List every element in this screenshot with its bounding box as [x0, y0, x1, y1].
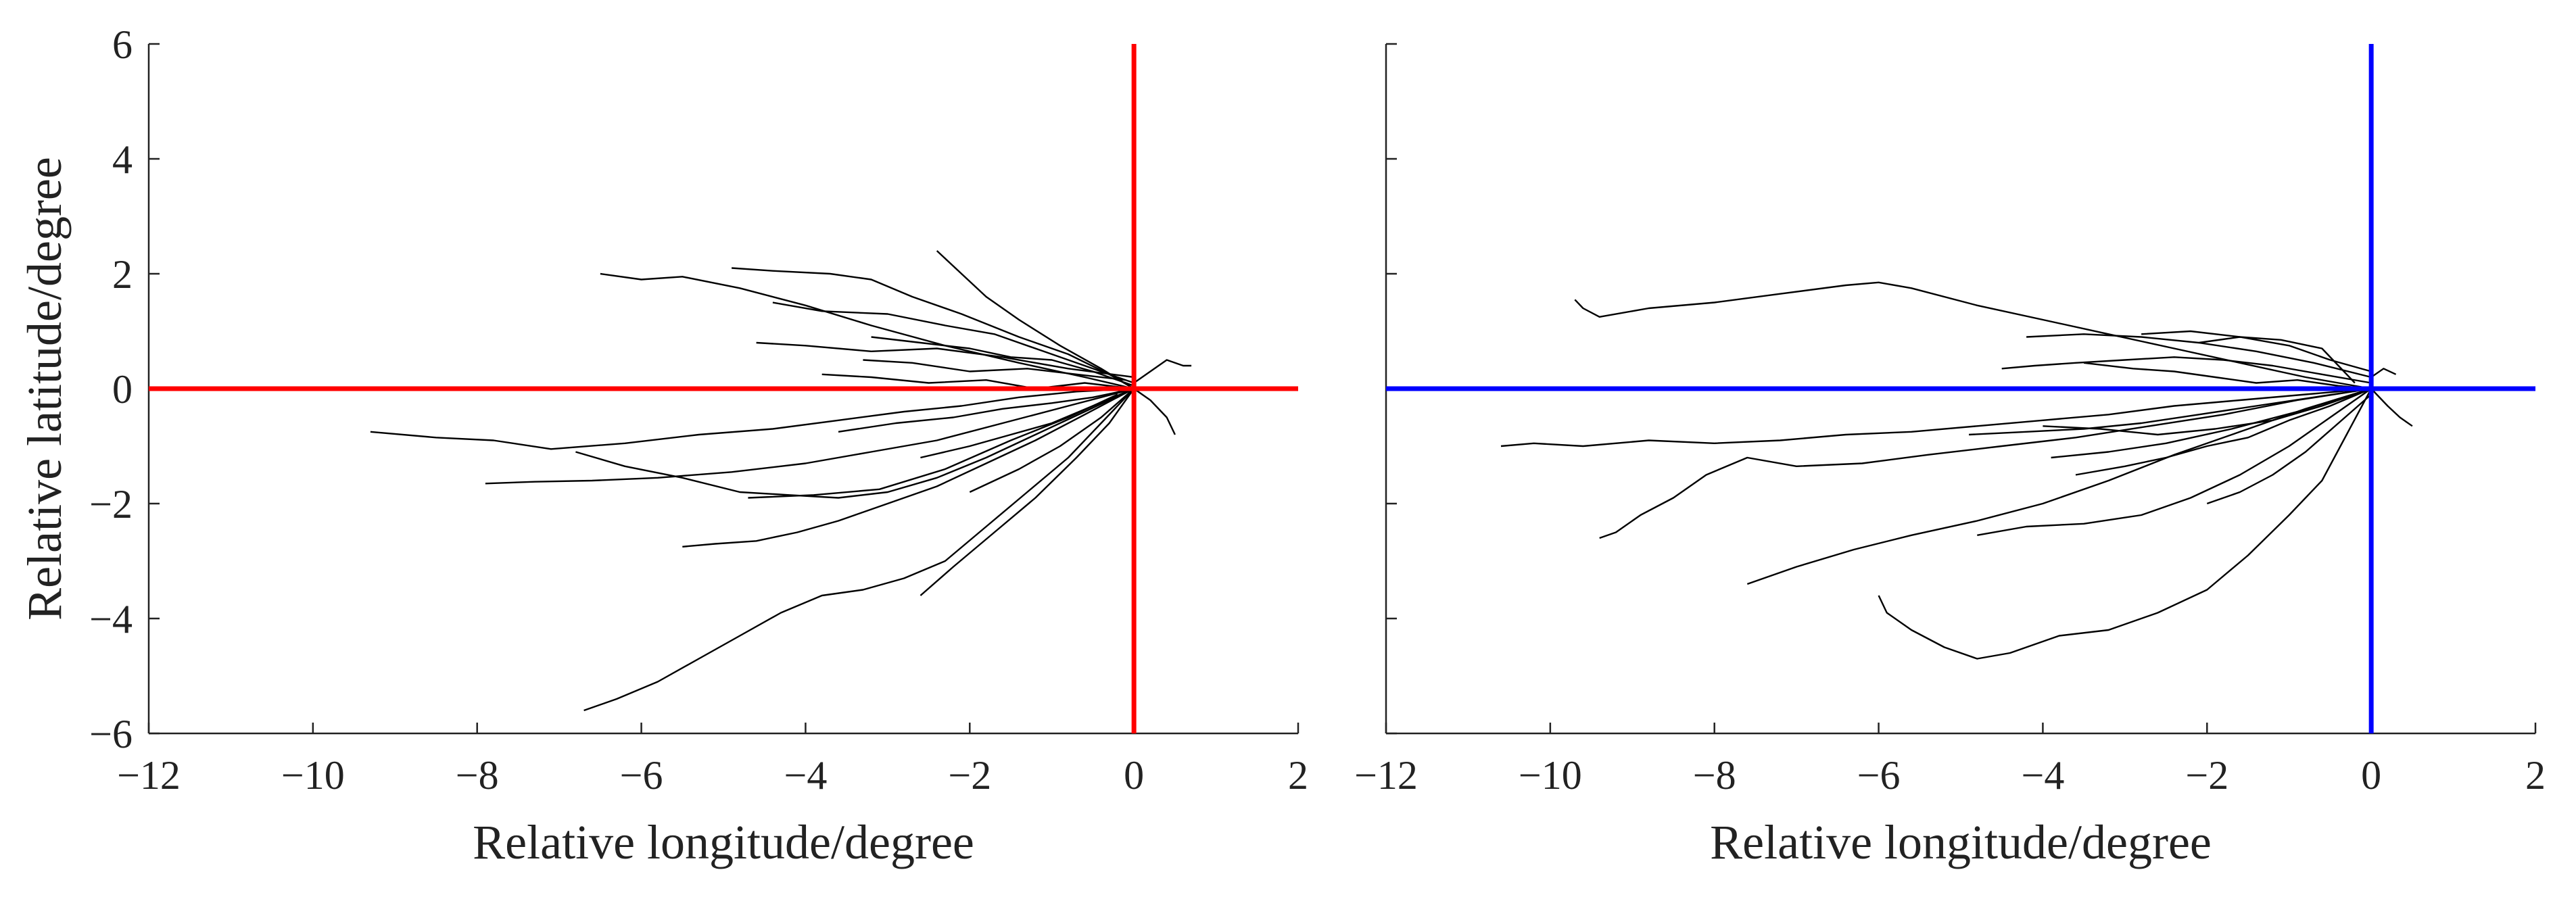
track-line-13	[2083, 362, 2372, 390]
y-axis-label: Relative latitude/degree	[18, 157, 72, 621]
track-line-12	[838, 387, 1135, 433]
track-line-15	[2051, 391, 2364, 459]
track-line-1	[1500, 387, 2372, 447]
track-line-14	[821, 373, 1135, 390]
track-line-0	[1574, 281, 2372, 390]
track-line-14	[2075, 387, 2372, 476]
track-line-16	[2198, 336, 2356, 384]
track-line-17	[1133, 388, 1176, 435]
track-line-7	[575, 387, 1135, 499]
x-tick-label: −6	[620, 753, 663, 798]
y-tick-label: −2	[89, 482, 133, 527]
right-panel: −12 −10 −8 −6 −4 −2 0 2 Relative longitude/degre…	[1354, 43, 2546, 869]
track-line-16	[1133, 359, 1192, 384]
track-line-11	[871, 336, 1135, 387]
track-line-4	[756, 341, 1135, 379]
track-line-0	[732, 267, 1135, 390]
y-tick-label: 6	[112, 22, 133, 67]
track-line-4	[1878, 388, 2372, 660]
x-tick-label: −12	[117, 753, 181, 798]
track-line-3	[772, 301, 1135, 384]
x-tick-label: −10	[281, 753, 345, 798]
x-tick-label: −12	[1354, 753, 1418, 798]
x-tick-label: 2	[1288, 753, 1308, 798]
x-axis-label: Relative longitude/degree	[1710, 815, 2212, 869]
track-line-8	[583, 388, 1135, 712]
x-tick-label: 2	[2525, 753, 2546, 798]
track-line-13	[969, 388, 1135, 493]
track-line-1	[600, 272, 1135, 390]
y-tick-label: 4	[112, 137, 133, 182]
x-tick-label: 0	[2361, 753, 2381, 798]
x-tick-label: −6	[1857, 753, 1901, 798]
track-line-5	[1977, 388, 2372, 536]
x-tick-label: 0	[1124, 753, 1144, 798]
track-line-2	[1599, 387, 2372, 539]
track-line-9	[1969, 387, 2372, 436]
y-tick-label: −6	[89, 712, 133, 756]
x-tick-label: −4	[784, 753, 828, 798]
track-line-7	[2001, 356, 2372, 384]
y-tick-label: 2	[112, 252, 133, 297]
track-line-10	[2043, 387, 2372, 436]
track-line-6	[485, 387, 1135, 485]
track-line-18	[748, 393, 1118, 499]
x-tick-label: −2	[948, 753, 991, 798]
y-tick-label: 0	[112, 367, 133, 412]
x-axis-label: Relative longitude/degree	[473, 815, 974, 869]
track-line-5	[370, 387, 1135, 450]
x-tick-label: −8	[456, 753, 499, 798]
x-tick-label: −10	[1519, 753, 1582, 798]
x-tick-label: −4	[2022, 753, 2065, 798]
x-tick-label: −2	[2185, 753, 2228, 798]
track-line-10	[682, 387, 1135, 548]
track-line-19	[863, 359, 1126, 381]
x-tick-label: −8	[1693, 753, 1736, 798]
track-line-17	[2206, 393, 2372, 505]
y-tick-label: −4	[89, 597, 133, 641]
track-line-9	[920, 388, 1135, 596]
track-line-8	[2141, 330, 2372, 372]
track-line-11	[2370, 388, 2413, 427]
left-panel: −12 −10 −8 −6 −4 −2 0 2 −6 −4 −2 0 2 4 6 Relative longi…	[18, 22, 1308, 869]
track-line-12	[2370, 368, 2397, 378]
track-line-3	[1746, 387, 2372, 585]
track-line-2	[936, 250, 1135, 390]
